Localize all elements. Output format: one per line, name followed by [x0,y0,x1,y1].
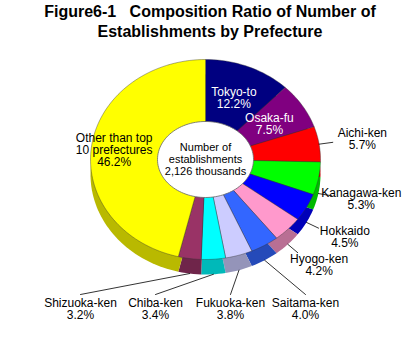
svg-text:Saitama-ken4.0%: Saitama-ken4.0% [272,296,339,322]
svg-text:Number ofestablishments2,126 t: Number ofestablishments2,126 thousands [165,141,247,177]
svg-text:Other than top10 prefectures46: Other than top10 prefectures46.2% [76,131,153,169]
svg-text:Chiba-ken3.4%: Chiba-ken3.4% [128,296,183,322]
svg-text:Kanagawa-ken5.3%: Kanagawa-ken5.3% [321,186,401,212]
svg-text:Aichi-ken5.7%: Aichi-ken5.7% [338,126,387,152]
svg-text:Tokyo-to12.2%: Tokyo-to12.2% [211,85,257,111]
svg-text:Osaka-fu7.5%: Osaka-fu7.5% [245,111,294,137]
svg-text:Hokkaido4.5%: Hokkaido4.5% [320,224,370,250]
svg-text:Fukuoka-ken3.8%: Fukuoka-ken3.8% [196,296,265,322]
svg-text:Hyogo-ken4.2%: Hyogo-ken4.2% [290,252,348,278]
svg-text:Shizuoka-ken3.2%: Shizuoka-ken3.2% [44,296,117,322]
html-text:Figure6-1 Composition Ratio of: Figure6-1 Composition Ratio of Number of… [44,3,381,40]
